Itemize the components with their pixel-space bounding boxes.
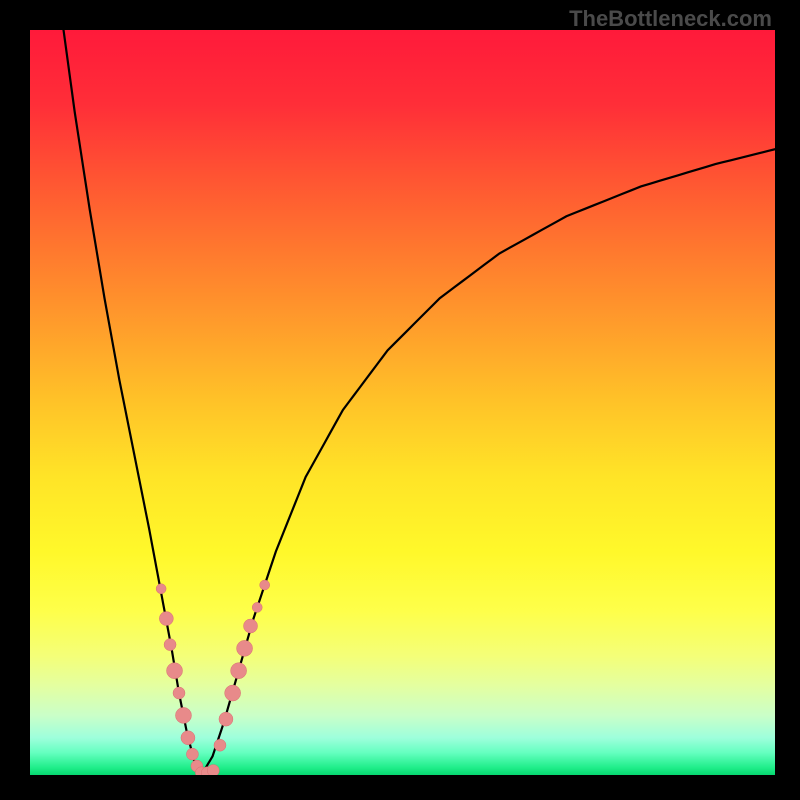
marker-left [173,687,185,699]
marker-left [175,707,191,723]
marker-right [231,663,247,679]
marker-left [156,584,166,594]
marker-right [214,739,226,751]
marker-right [219,712,233,726]
marker-left [164,639,176,651]
bottleneck-chart [30,30,775,775]
marker-right [260,580,270,590]
marker-right [252,602,262,612]
gradient-background [30,30,775,775]
marker-left [159,612,173,626]
marker-right [244,619,258,633]
marker-left [167,663,183,679]
marker-right [237,640,253,656]
marker-left [186,748,198,760]
watermark-text: TheBottleneck.com [569,6,772,32]
chart-container [30,30,775,775]
marker-right [225,685,241,701]
marker-bottom [207,765,219,775]
marker-left [181,731,195,745]
